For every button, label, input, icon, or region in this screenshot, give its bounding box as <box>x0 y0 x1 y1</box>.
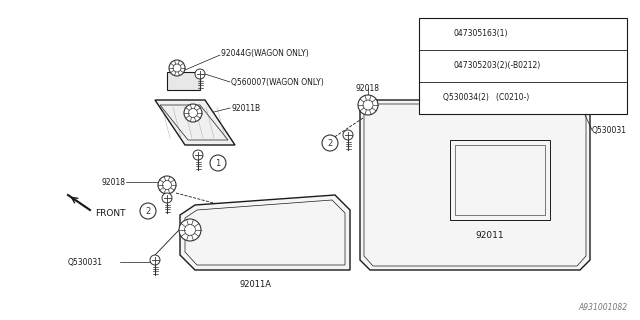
Text: A931001082: A931001082 <box>579 303 628 312</box>
Text: 2: 2 <box>429 61 434 70</box>
Bar <box>455 145 545 215</box>
Text: 92011: 92011 <box>476 230 504 239</box>
Circle shape <box>322 135 338 151</box>
Circle shape <box>140 203 156 219</box>
Text: S: S <box>442 31 447 36</box>
Polygon shape <box>155 100 235 145</box>
Circle shape <box>150 255 160 265</box>
Text: Q530031: Q530031 <box>592 125 627 134</box>
Circle shape <box>179 219 201 241</box>
Text: 1: 1 <box>216 158 221 167</box>
Text: 2: 2 <box>429 93 434 102</box>
Text: 92044G(WAGON ONLY): 92044G(WAGON ONLY) <box>221 49 308 58</box>
Circle shape <box>184 104 202 122</box>
Text: 92018: 92018 <box>101 178 125 187</box>
Circle shape <box>162 193 172 203</box>
Text: 047305163(1): 047305163(1) <box>453 29 508 38</box>
Circle shape <box>424 59 438 73</box>
Text: 2: 2 <box>328 139 333 148</box>
Text: Q530031: Q530031 <box>68 258 103 267</box>
Bar <box>419 18 627 114</box>
Circle shape <box>439 60 449 71</box>
Text: Q560007(WAGON ONLY): Q560007(WAGON ONLY) <box>231 77 324 86</box>
Circle shape <box>169 60 185 76</box>
Text: 047305203(2)(-B0212): 047305203(2)(-B0212) <box>453 61 540 70</box>
Polygon shape <box>360 100 590 270</box>
Text: 1: 1 <box>429 29 434 38</box>
Circle shape <box>343 130 353 140</box>
Circle shape <box>358 95 378 115</box>
Polygon shape <box>180 195 350 270</box>
Circle shape <box>439 28 449 39</box>
Text: FRONT: FRONT <box>95 209 125 218</box>
Circle shape <box>158 176 176 194</box>
Text: S: S <box>442 63 447 68</box>
Circle shape <box>424 27 438 41</box>
Text: 92018: 92018 <box>355 84 379 92</box>
Circle shape <box>577 85 587 95</box>
Text: 92011B: 92011B <box>231 103 260 113</box>
Text: 2: 2 <box>145 206 150 215</box>
Circle shape <box>195 69 205 79</box>
Text: 92011A: 92011A <box>239 280 271 289</box>
Text: Q530034(2)   (C0210-): Q530034(2) (C0210-) <box>444 93 529 102</box>
Polygon shape <box>167 72 200 90</box>
Circle shape <box>210 155 226 171</box>
Bar <box>450 140 550 220</box>
Circle shape <box>424 91 438 105</box>
Circle shape <box>193 150 203 160</box>
